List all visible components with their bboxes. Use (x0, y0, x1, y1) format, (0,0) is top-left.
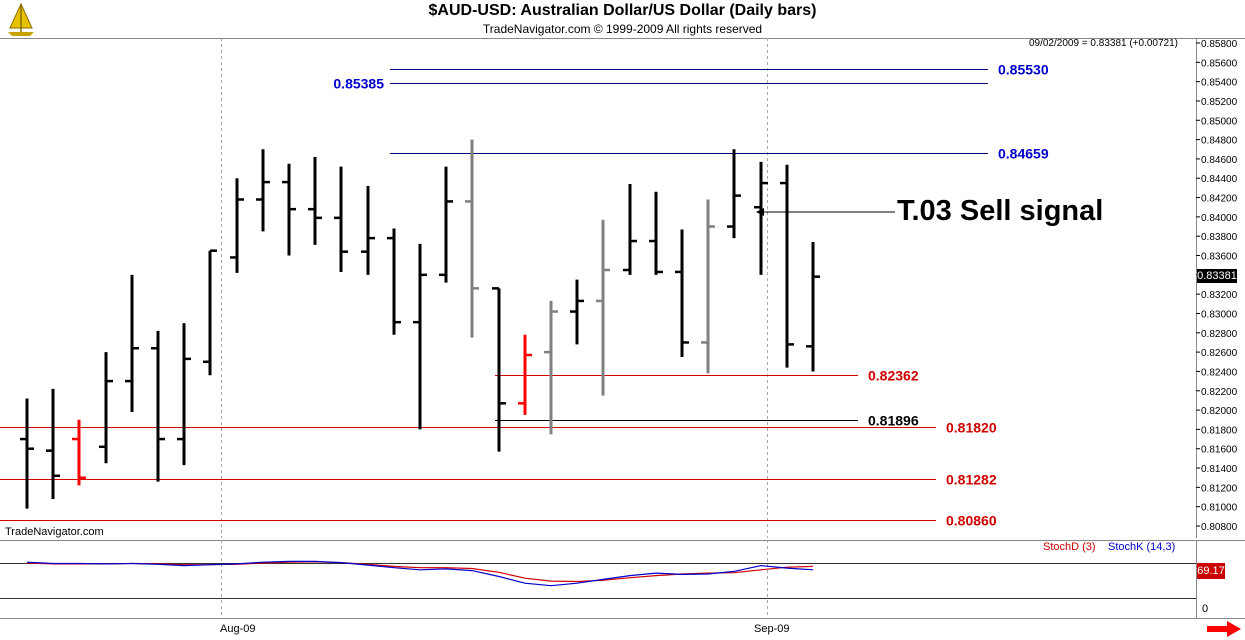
sell-signal-annotation: T.03 Sell signal (897, 195, 1104, 227)
y-tick-label: 0.81000 (1201, 503, 1238, 514)
chart-header: $AUD-USD: Australian Dollar/US Dollar (D… (0, 0, 1245, 38)
x-axis: Aug-09 Sep-09 (0, 618, 1245, 640)
ohlc-bar (649, 191, 663, 275)
ohlc-bar (727, 149, 741, 239)
ohlc-bar (413, 243, 427, 430)
y-tick-label: 0.84400 (1201, 174, 1238, 185)
trade-navigator-logo-icon (8, 2, 34, 36)
ohlc-bar (256, 149, 270, 232)
ohlc-bar (361, 185, 375, 275)
y-tick-label: 0.84000 (1201, 213, 1238, 224)
horizontal-levels: 0.85530 0.85385 0.84659 0.82362 0.81896 0.818… (0, 62, 1049, 529)
ohlc-bar (675, 229, 689, 357)
y-tick-label: 0.85000 (1201, 116, 1238, 127)
level-label: 0.85385 (333, 76, 384, 92)
y-tick-label: 0.82400 (1201, 367, 1238, 378)
y-tick-label: 0.82200 (1201, 387, 1238, 398)
ohlc-bar (439, 166, 453, 283)
ohlc-bar (46, 388, 60, 499)
y-tick-label: 0.81200 (1201, 483, 1238, 494)
y-tick-label: 0.84600 (1201, 155, 1238, 166)
chart-title: $AUD-USD: Australian Dollar/US Dollar (D… (428, 2, 817, 19)
ohlc-bar (177, 323, 191, 466)
ohlc-bar (623, 184, 637, 275)
y-tick-label: 0.85200 (1201, 97, 1238, 108)
ohlc-bar (282, 163, 296, 256)
ohlc-bar (125, 274, 139, 413)
price-chart[interactable]: 09/02/2009 = 0.83381 (+0.00721) 0.858000… (0, 38, 1245, 538)
ohlc-bar (806, 241, 820, 372)
ohlc-bar (596, 219, 610, 396)
ohlc-bar (701, 199, 715, 374)
y-tick-label: 0.81800 (1201, 425, 1238, 436)
ohlc-bar (20, 398, 34, 509)
ohlc-bar (465, 139, 479, 338)
stoch-k-legend: StochK (14,3) (1108, 541, 1176, 553)
y-tick-label: 0.85600 (1201, 58, 1238, 69)
stoch-value-tag: 69.17 (1197, 563, 1225, 579)
ohlc-bar (754, 161, 768, 275)
x-label-aug: Aug-09 (220, 623, 256, 635)
ohlc-bar (570, 279, 584, 345)
copyright-text: TradeNavigator.com © 1999-2009 All right… (482, 22, 763, 36)
level-label: 0.84659 (998, 146, 1049, 162)
last-price-tag: 0.83381 (1197, 269, 1237, 283)
stoch-d-line (26, 561, 814, 583)
signal-pointer-arrowhead (756, 208, 764, 216)
y-tick-label: 0.81600 (1201, 445, 1238, 456)
level-label: 0.85530 (998, 62, 1049, 78)
y-tick-label: 0.84200 (1201, 194, 1238, 205)
ohlc-bar (492, 287, 506, 452)
ohlc-bar (387, 228, 401, 335)
level-label: 0.81820 (946, 420, 997, 436)
ohlc-bar (780, 164, 794, 368)
price-readout: 09/02/2009 = 0.83381 (+0.00721) (1029, 38, 1178, 49)
ohlc-bar (72, 419, 86, 486)
stoch-zero-label: 0 (1202, 603, 1209, 615)
level-label: 0.81282 (946, 472, 997, 488)
ohlc-bar (99, 352, 113, 464)
ohlc-bar (308, 156, 322, 245)
scroll-right-arrow-icon[interactable] (1207, 621, 1241, 637)
y-tick-label: 0.83800 (1201, 232, 1238, 243)
level-label: 0.82362 (868, 368, 919, 384)
ohlc-bar (334, 166, 348, 272)
y-tick-label: 0.82600 (1201, 348, 1238, 359)
stoch-k-line (26, 560, 814, 587)
y-tick-label: 0.85400 (1201, 78, 1238, 89)
y-tick-label: 0.82800 (1201, 329, 1238, 340)
y-tick-label: 0.85800 (1201, 39, 1238, 50)
stochastic-panel[interactable] (0, 540, 1245, 618)
ohlc-bars (20, 139, 820, 509)
stoch-d-legend: StochD (3) (1043, 541, 1096, 553)
ohlc-bar (230, 178, 244, 273)
y-tick-label: 0.84800 (1201, 136, 1238, 147)
ohlc-bar (518, 334, 532, 415)
ohlc-bar (544, 300, 558, 435)
x-label-sep: Sep-09 (754, 623, 790, 635)
y-tick-label: 0.80800 (1201, 522, 1238, 533)
ohlc-bar (151, 330, 165, 482)
y-tick-label: 0.82000 (1201, 406, 1238, 417)
level-label: 0.80860 (946, 513, 997, 529)
y-tick-label: 0.83600 (1201, 252, 1238, 263)
watermark-text: TradeNavigator.com (5, 526, 104, 538)
y-axis: 0.85800 0.85600 0.85400 0.85200 0.85000 0.848… (1196, 39, 1238, 533)
level-label: 0.81896 (868, 413, 919, 429)
y-tick-label: 0.83000 (1201, 309, 1238, 320)
ohlc-bar (203, 249, 217, 376)
y-tick-label: 0.81400 (1201, 464, 1238, 475)
y-tick-label: 0.83200 (1201, 290, 1238, 301)
